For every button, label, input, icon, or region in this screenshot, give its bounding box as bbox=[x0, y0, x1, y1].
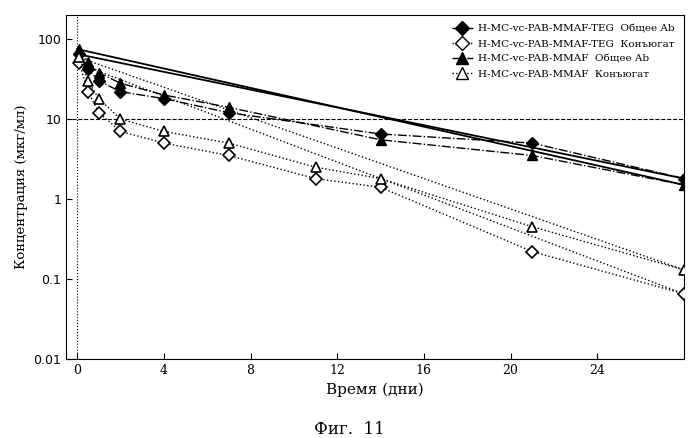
Legend: H-MC-vc-PAB-MMAF-TEG  Общее Ab, H-MC-vc-PAB-MMAF-TEG  Конъюгат, H-MC-vc-PAB-MMAF: H-MC-vc-PAB-MMAF-TEG Общее Ab, H-MC-vc-P… bbox=[448, 20, 679, 83]
Text: Фиг.  11: Фиг. 11 bbox=[314, 420, 385, 438]
X-axis label: Время (дни): Время (дни) bbox=[326, 382, 424, 397]
Y-axis label: Концентрация (мкг/мл): Концентрация (мкг/мл) bbox=[15, 105, 28, 269]
